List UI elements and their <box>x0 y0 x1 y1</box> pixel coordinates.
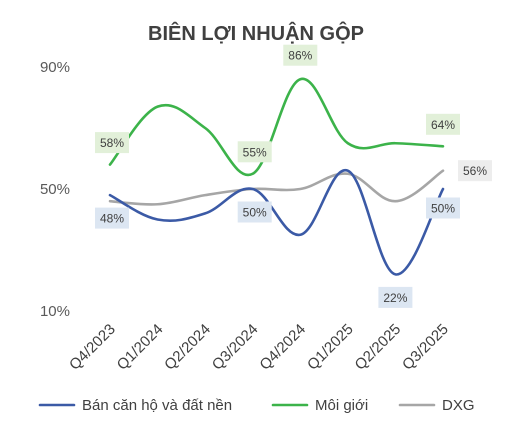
legend-item-ban-can-ho: Bán căn hộ và đất nền <box>38 397 232 414</box>
legend-item-moi-gioi: Môi giới <box>271 397 368 414</box>
data-label-background <box>458 160 492 182</box>
data-label-background <box>237 141 272 163</box>
y-tick-label: 50% <box>40 181 70 198</box>
data-label-group: 64% <box>426 113 460 135</box>
data-label-background <box>237 201 272 223</box>
legend-label: Môi giới <box>315 397 368 414</box>
x-tick-label: Q4/2024 <box>256 321 309 374</box>
x-tick-label: Q3/2024 <box>209 321 262 374</box>
data-label-group: 48% <box>95 207 129 229</box>
data-label: 50% <box>431 202 455 216</box>
series-moi-gioi-line <box>108 77 445 177</box>
data-label: 64% <box>431 118 455 132</box>
chart-title: BIÊN LỢI NHUẬN GỘP <box>148 21 364 45</box>
legend-label: DXG <box>442 397 475 414</box>
data-label: 22% <box>383 291 407 305</box>
series-ban-can-ho-line <box>108 169 445 276</box>
series-layer <box>108 77 445 276</box>
x-tick-label: Q4/2023 <box>66 321 119 374</box>
x-tick-label: Q2/2025 <box>352 321 405 374</box>
data-label-group: 58% <box>95 132 129 154</box>
data-label: 50% <box>243 206 267 220</box>
x-tick-label: Q3/2025 <box>399 321 452 374</box>
y-tick-label: 90% <box>40 59 70 76</box>
legend-label: Bán căn hộ và đất nền <box>82 397 232 414</box>
data-label-group: 86% <box>283 44 318 66</box>
data-label: 55% <box>243 145 267 159</box>
data-label-background <box>95 207 129 229</box>
data-label-group: 50% <box>426 197 460 219</box>
data-label: 56% <box>463 164 487 178</box>
data-labels-layer: 48% 50% 22% 50% 58% 55% 86% 64% 56% <box>95 44 492 308</box>
data-label: 58% <box>100 136 124 150</box>
x-tick-label: Q2/2024 <box>161 321 214 374</box>
data-label-background <box>426 197 460 219</box>
data-label-group: 56% <box>458 160 492 182</box>
data-label-group: 50% <box>237 201 272 223</box>
data-label-group: 55% <box>237 141 272 163</box>
data-label: 48% <box>100 212 124 226</box>
data-label-group: 22% <box>378 286 413 308</box>
data-label-background <box>378 286 413 308</box>
x-tick-label: Q1/2025 <box>304 321 357 374</box>
data-label-background <box>95 132 129 154</box>
legend: Bán căn hộ và đất nền Môi giới DXG <box>38 397 475 414</box>
x-tick-label: Q1/2024 <box>114 321 167 374</box>
x-axis: Q4/2023Q1/2024Q2/2024Q3/2024Q4/2024Q1/20… <box>66 321 452 374</box>
data-label-background <box>426 113 460 135</box>
legend-item-dxg: DXG <box>398 397 475 414</box>
y-axis: 90% 50% 10% <box>40 59 70 320</box>
data-label-background <box>283 44 318 66</box>
series-dxg-line <box>108 169 445 206</box>
y-tick-label: 10% <box>40 303 70 320</box>
data-label: 86% <box>288 49 312 63</box>
